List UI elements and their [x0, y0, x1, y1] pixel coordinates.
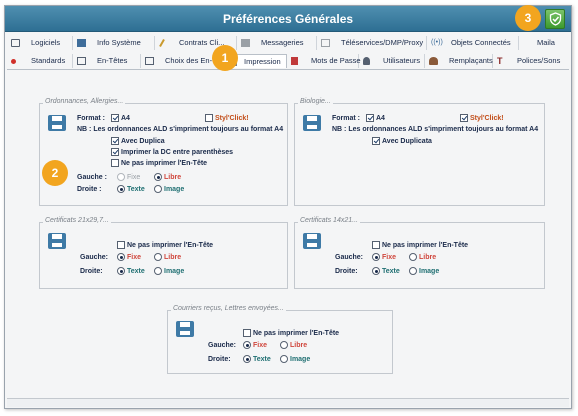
- group-ordonnances: Ordonnances, Allergies... Format : A4 St…: [39, 98, 288, 206]
- tab-standards[interactable]: Standards: [7, 54, 73, 68]
- styl-click-checkbox[interactable]: [460, 114, 468, 122]
- group-courriers: Courriers reçus, Lettres envoyées... Ne …: [167, 305, 393, 374]
- tab-info-systeme[interactable]: Info Système: [73, 36, 155, 50]
- gauche-libre-radio[interactable]: [154, 173, 162, 181]
- key-icon: [291, 57, 298, 65]
- group-certificats-a4: Certificats 21x29,7... Ne pas imprimer l…: [39, 217, 288, 289]
- gauche-libre-radio[interactable]: [409, 253, 417, 261]
- droite-texte-radio[interactable]: [243, 355, 251, 363]
- tab-messageries[interactable]: Messageries: [237, 36, 317, 50]
- styl-click-checkbox[interactable]: [205, 114, 213, 122]
- gauche-fixe-radio[interactable]: [117, 173, 125, 181]
- user-icon: [363, 57, 370, 65]
- droite-texte-radio[interactable]: [372, 267, 380, 275]
- callout-badge-2: 2: [42, 160, 68, 186]
- tab-contrats[interactable]: Contrats Cli...: [155, 36, 237, 50]
- tab-mots-de-passe[interactable]: Mots de Passe: [287, 54, 361, 68]
- no-header-checkbox[interactable]: [372, 241, 380, 249]
- no-header-checkbox[interactable]: [117, 241, 125, 249]
- group-biologie: Biologie... Format : A4 Styl'Click! NB :…: [294, 98, 545, 206]
- tab-remplacants[interactable]: Remplaçants: [425, 54, 493, 68]
- status-bar: [7, 398, 569, 407]
- droite-texte-radio[interactable]: [117, 267, 125, 275]
- mail-icon: [241, 39, 250, 47]
- gauche-fixe-radio[interactable]: [117, 253, 125, 261]
- impression-panel: Ordonnances, Allergies... Format : A4 St…: [7, 70, 569, 396]
- preferences-window: Préférences Générales Logiciels Info Sys…: [4, 5, 572, 409]
- document-icon: [145, 57, 154, 65]
- document-icon: [77, 57, 86, 65]
- network-icon: [321, 39, 330, 47]
- tab-separator: [7, 69, 569, 70]
- software-icon: [11, 39, 20, 47]
- droite-image-radio[interactable]: [154, 267, 162, 275]
- users-icon: [429, 57, 438, 65]
- tab-utilisateurs[interactable]: Utilisateurs: [359, 54, 425, 68]
- tab-polices-sons[interactable]: T Polices/Sons: [497, 56, 561, 66]
- duplica-checkbox[interactable]: [111, 137, 119, 145]
- dc-parentheses-checkbox[interactable]: [111, 148, 119, 156]
- tab-en-tetes[interactable]: En-Têtes: [73, 54, 141, 68]
- gauche-fixe-radio[interactable]: [243, 341, 251, 349]
- tab-objets-connectes[interactable]: ((•)) Objets Connectés: [427, 36, 519, 50]
- tab-row-1: Logiciels Info Système Contrats Cli... M…: [7, 36, 569, 50]
- gauche-libre-radio[interactable]: [280, 341, 288, 349]
- duplicata-checkbox[interactable]: [372, 137, 380, 145]
- printer-icon: [48, 233, 66, 249]
- font-icon: T: [497, 56, 503, 66]
- group-certificats-a5: Certificats 14x21... Ne pas imprimer l'E…: [294, 217, 545, 289]
- tab-maila[interactable]: Maila: [537, 38, 555, 47]
- droite-texte-radio[interactable]: [117, 185, 125, 193]
- printer-icon: [303, 115, 321, 131]
- droite-image-radio[interactable]: [280, 355, 288, 363]
- printer-icon: [176, 321, 194, 337]
- no-header-checkbox[interactable]: [243, 329, 251, 337]
- gauche-libre-radio[interactable]: [154, 253, 162, 261]
- droite-image-radio[interactable]: [409, 267, 417, 275]
- callout-badge-1: 1: [212, 45, 238, 71]
- tab-choix-en-tetes[interactable]: Choix des En-Têtes: [141, 54, 231, 68]
- a4-checkbox[interactable]: [111, 114, 119, 122]
- a4-checkbox[interactable]: [366, 114, 374, 122]
- tab-row-2: Standards En-Têtes Choix des En-Têtes Im…: [7, 54, 569, 68]
- monitor-icon: [77, 39, 86, 47]
- printer-icon: [48, 115, 66, 131]
- validate-button[interactable]: [545, 9, 565, 29]
- tab-teleservices[interactable]: Téléservices/DMP/Proxy: [317, 36, 427, 50]
- gauche-fixe-radio[interactable]: [372, 253, 380, 261]
- no-header-checkbox[interactable]: [111, 159, 119, 167]
- window-title: Préférences Générales: [222, 12, 354, 26]
- droite-image-radio[interactable]: [154, 185, 162, 193]
- wireless-icon: ((•)): [431, 39, 443, 46]
- title-bar: Préférences Générales: [5, 6, 571, 32]
- pencil-icon: [159, 39, 165, 47]
- tab-logiciels[interactable]: Logiciels: [7, 36, 73, 50]
- shield-check-icon: [549, 12, 562, 26]
- red-dot-icon: [11, 59, 16, 64]
- printer-icon: [303, 233, 321, 249]
- callout-badge-3: 3: [515, 5, 541, 31]
